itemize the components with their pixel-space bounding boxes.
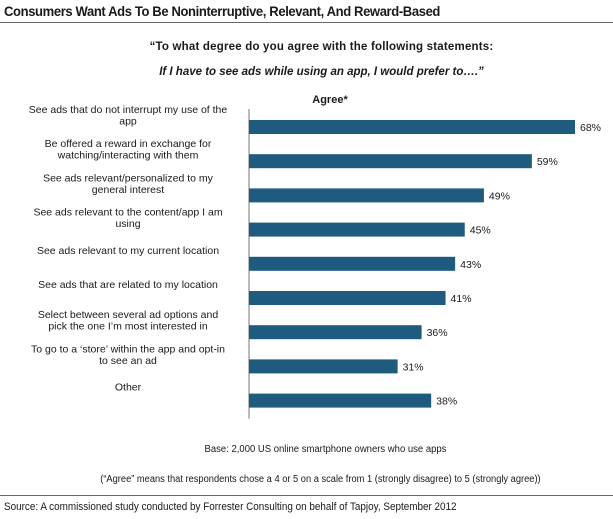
- title-divider: [0, 22, 613, 23]
- bar: [249, 359, 398, 374]
- category-label-line: Select between several ad options and: [38, 309, 219, 321]
- bar-value-label: 49%: [489, 190, 510, 202]
- category-label-line: using: [115, 218, 140, 230]
- category-label-line: See ads relevant to my current location: [37, 245, 219, 257]
- bar-value-label: 36%: [427, 327, 448, 339]
- bar: [249, 291, 446, 305]
- bar-value-label: 45%: [470, 225, 491, 237]
- bar: [249, 222, 465, 237]
- category-label: See ads relevant/personalized to my gener…: [43, 172, 214, 196]
- bar: [249, 188, 484, 203]
- category-label-line: Other: [115, 382, 142, 394]
- category-label: Be offered a reward in exchange for watch…: [45, 138, 212, 162]
- category-label-line: To go to a ‘store’ within the app and op…: [31, 343, 225, 355]
- bar-value-label: 68%: [580, 122, 601, 134]
- category-label-line: See ads relevant/personalized to my: [43, 172, 214, 184]
- bar: [249, 120, 575, 134]
- bar-value-label: 41%: [451, 293, 472, 305]
- category-label: See ads relevant to my current location: [37, 245, 219, 257]
- category-label-line: See ads that are related to my location: [38, 279, 218, 291]
- bar-value-label: 43%: [460, 259, 481, 271]
- series-label: Agree*: [312, 94, 348, 106]
- category-label-line: Be offered a reward in exchange for: [45, 138, 212, 150]
- category-label: See ads that are related to my location: [38, 279, 218, 291]
- category-label-line: See ads that do not interrupt my use of …: [29, 104, 228, 116]
- bar: [249, 154, 532, 169]
- survey-question: “To what degree do you agree with the fo…: [149, 41, 494, 53]
- survey-prompt: If I have to see ads while using an app,…: [159, 66, 484, 78]
- category-label: Select between several ad options and pic…: [38, 309, 219, 333]
- category-label-line: See ads relevant to the content/app I am: [33, 207, 222, 219]
- category-label-line: app: [119, 116, 137, 128]
- category-label-line: to see an ad: [99, 355, 157, 367]
- category-label-line: general interest: [92, 184, 164, 196]
- category-label: Other: [115, 382, 142, 394]
- chart-title: Consumers Want Ads To Be Noninterruptive…: [4, 3, 441, 19]
- bar: [249, 393, 432, 408]
- bar-value-label: 31%: [403, 361, 424, 373]
- source-divider: [0, 495, 613, 496]
- bar-value-label: 38%: [436, 396, 457, 408]
- bar-value-label: 59%: [537, 156, 558, 168]
- category-label-line: pick the one I’m most interested in: [48, 321, 207, 333]
- bar: [249, 325, 422, 340]
- category-label: See ads that do not interrupt my use of …: [29, 104, 228, 128]
- source-note: Source: A commissioned study conducted b…: [4, 501, 457, 513]
- category-label-line: watching/interacting with them: [57, 150, 199, 162]
- bar: [249, 256, 456, 271]
- category-label: To go to a ‘store’ within the app and op…: [31, 343, 225, 367]
- base-note: Base: 2,000 US online smartphone owners …: [204, 444, 447, 455]
- bar-chart: 68% See ads that do not interrupt my use …: [29, 104, 601, 419]
- category-label: See ads relevant to the content/app I am…: [33, 207, 222, 231]
- agree-footnote: (“Agree” means that respondents chose a …: [100, 474, 541, 485]
